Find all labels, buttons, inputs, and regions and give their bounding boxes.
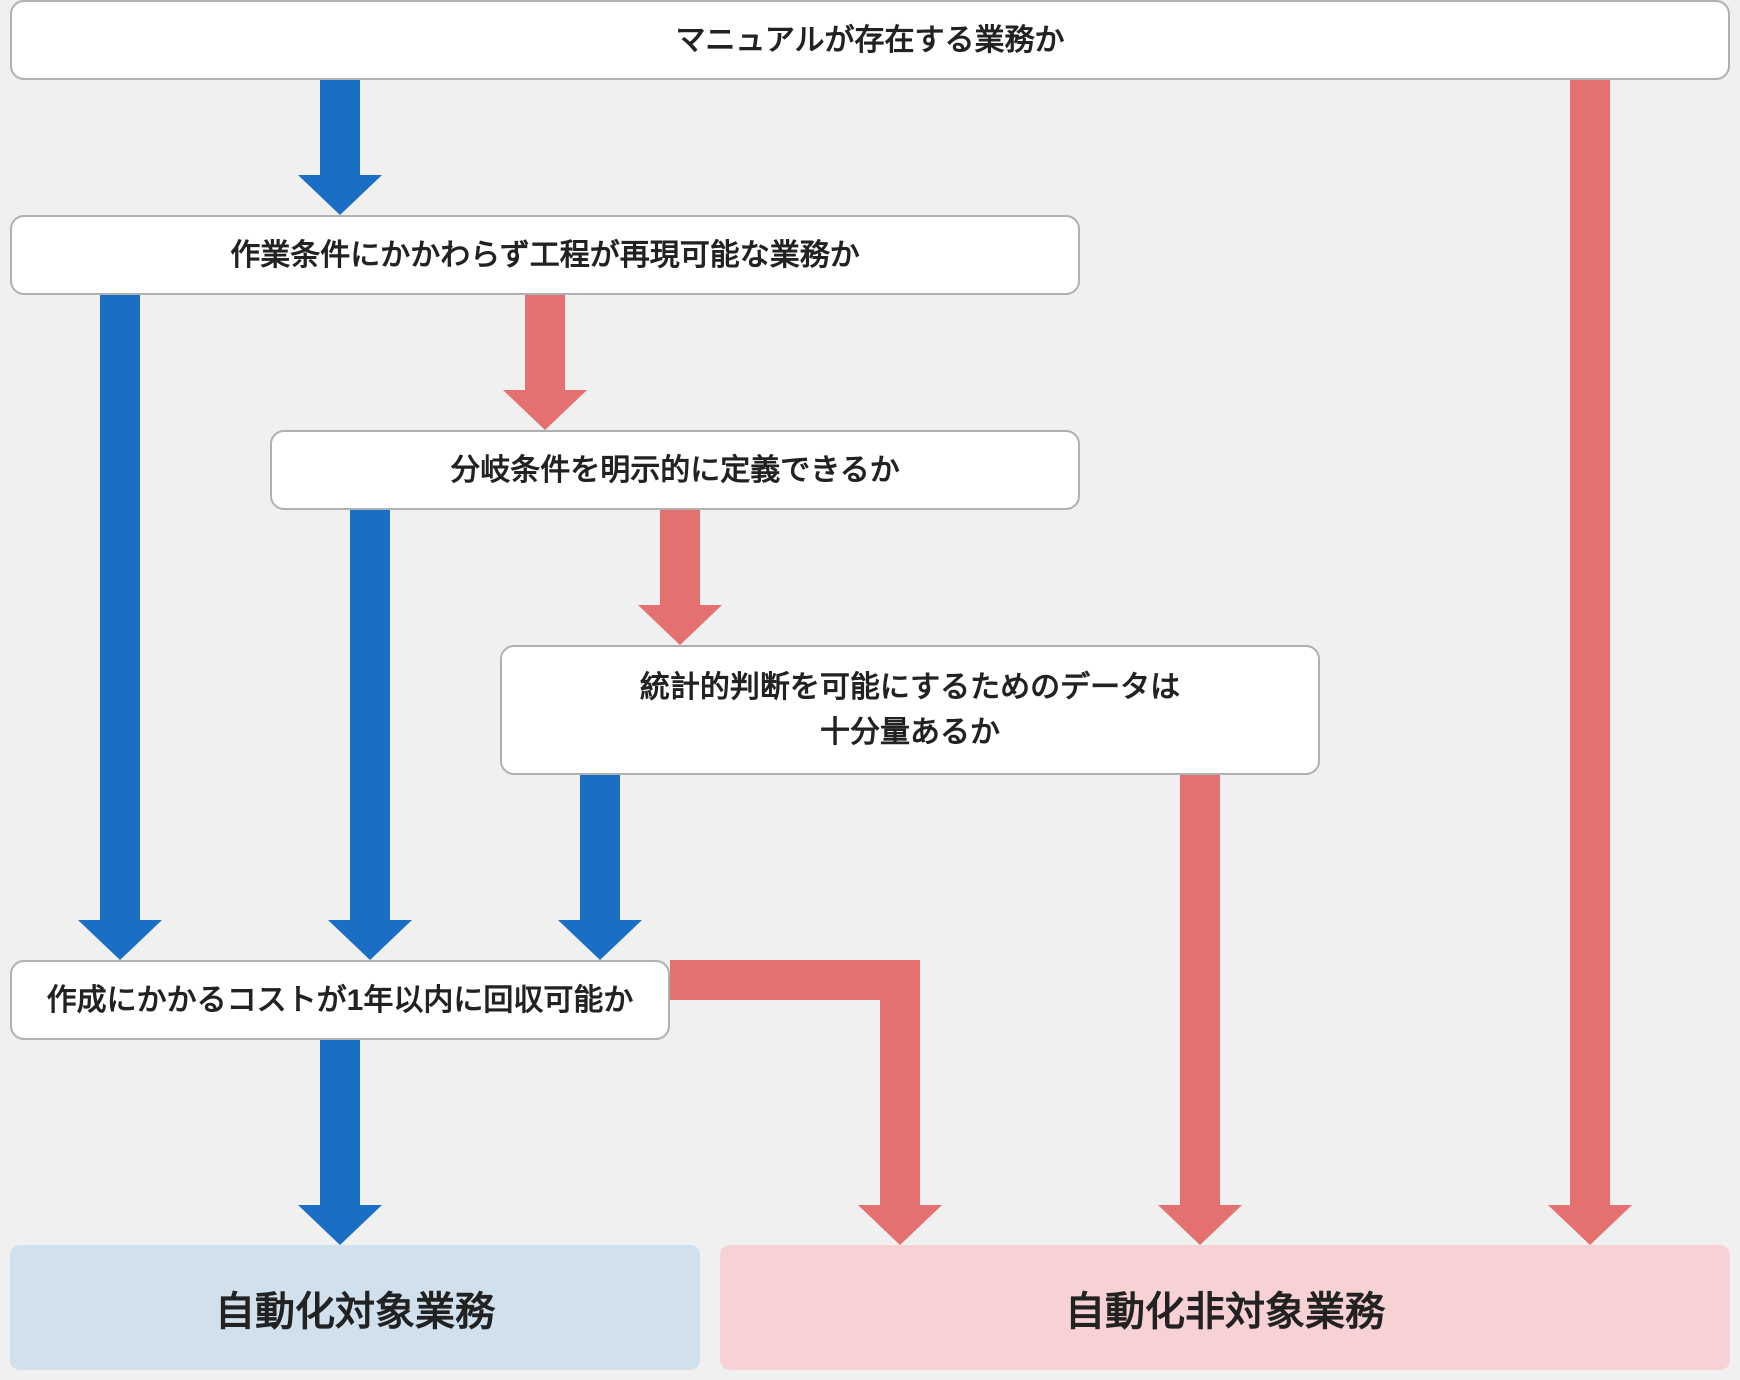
result-label: 自動化非対象業務 — [1065, 1279, 1385, 1337]
arrow-e6 — [638, 510, 722, 645]
result-automation-target: 自動化対象業務 — [10, 1245, 700, 1370]
node-label: 作業条件にかかわらず工程が再現可能な業務か — [230, 233, 859, 278]
arrow-e9 — [298, 1040, 382, 1245]
arrow-e3 — [78, 295, 162, 960]
arrow-e10 — [670, 960, 942, 1245]
arrow-e4 — [503, 295, 587, 430]
result-label: 自動化対象業務 — [215, 1279, 495, 1337]
arrow-e2 — [1548, 80, 1632, 1245]
node-label: 分岐条件を明示的に定義できるか — [450, 448, 899, 493]
decision-node-q3: 分岐条件を明示的に定義できるか — [270, 430, 1080, 510]
decision-node-q2: 作業条件にかかわらず工程が再現可能な業務か — [10, 215, 1080, 295]
decision-node-q4: 統計的判断を可能にするためのデータは 十分量あるか — [500, 645, 1320, 775]
arrow-e7 — [558, 775, 642, 960]
decision-node-q5: 作成にかかるコストが1年以内に回収可能か — [10, 960, 670, 1040]
arrow-e1 — [298, 80, 382, 215]
node-label: 統計的判断を可能にするためのデータは 十分量あるか — [640, 665, 1180, 755]
decision-node-q1: マニュアルが存在する業務か — [10, 0, 1730, 80]
flowchart-canvas: マニュアルが存在する業務か 作業条件にかかわらず工程が再現可能な業務か 分岐条件… — [0, 0, 1740, 1380]
node-label: 作成にかかるコストが1年以内に回収可能か — [47, 978, 634, 1023]
arrow-e8 — [1158, 775, 1242, 1245]
result-non-automation-target: 自動化非対象業務 — [720, 1245, 1730, 1370]
node-label: マニュアルが存在する業務か — [675, 18, 1064, 63]
arrow-e5 — [328, 510, 412, 960]
